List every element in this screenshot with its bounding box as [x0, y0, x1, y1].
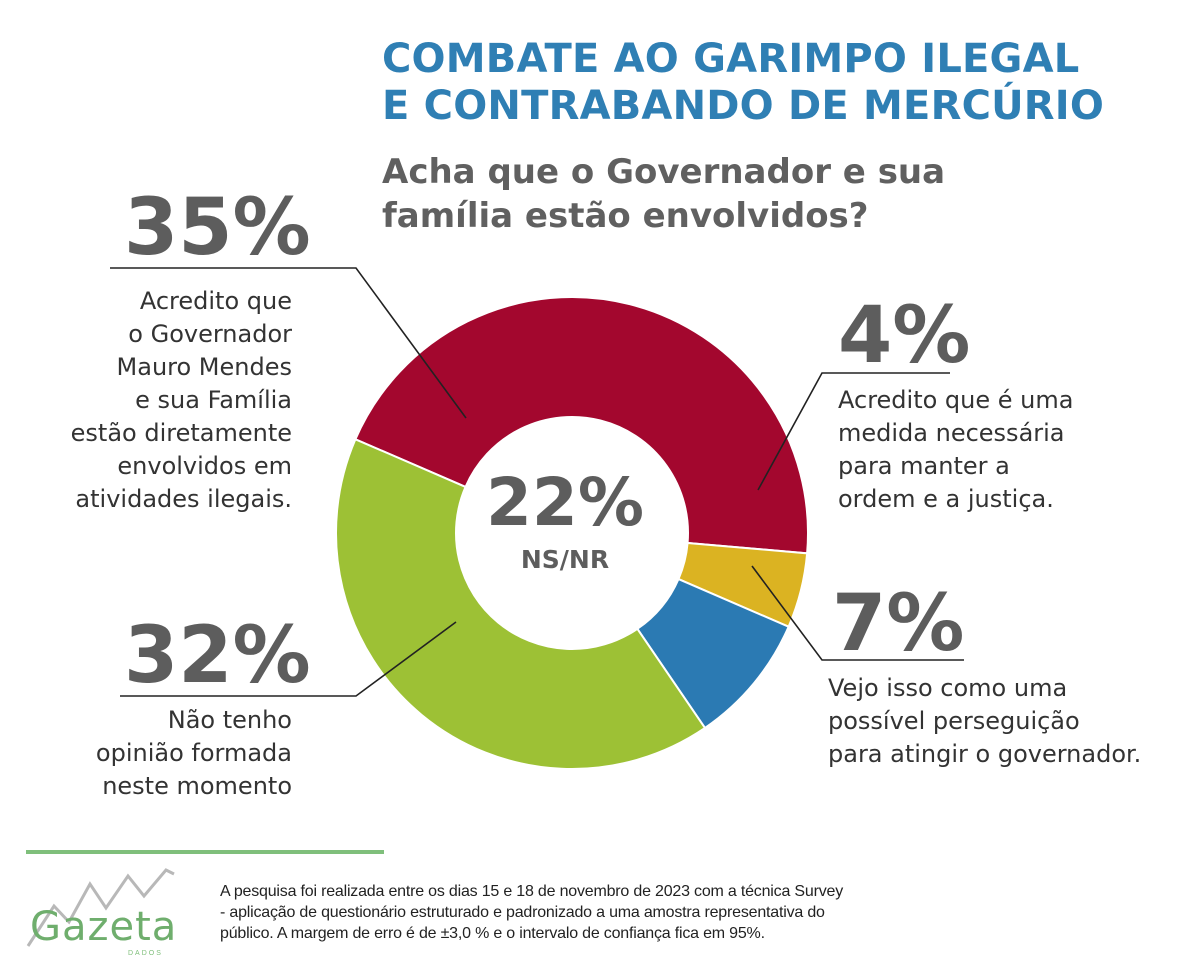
- desc-line: estão diretamente: [70, 419, 292, 447]
- center-percent: 22%: [486, 464, 644, 541]
- desc-line: atividades ilegais.: [75, 485, 292, 513]
- label-32-percent: 32%: [124, 611, 311, 701]
- label-4-percent: 4%: [838, 291, 971, 381]
- leader-line-4: [757, 372, 950, 491]
- chart-question: Acha que o Governador e sua família estã…: [382, 150, 1082, 238]
- desc-line: envolvidos em: [117, 452, 292, 480]
- title-line-1: COMBATE AO GARIMPO ILEGAL: [382, 36, 1080, 82]
- gazeta-mountain-icon: [26, 868, 175, 947]
- desc-line: medida necessária: [838, 419, 1065, 447]
- desc-line: e sua Família: [135, 386, 292, 414]
- desc-line: neste momento: [102, 772, 292, 800]
- desc-line: ordem e a justiça.: [838, 485, 1054, 513]
- desc-line: Mauro Mendes: [116, 353, 292, 381]
- desc-line: Acredito que é uma: [838, 386, 1074, 414]
- label-7-description: Vejo isso como uma possível perseguição …: [828, 672, 1188, 771]
- label-7-percent: 7%: [832, 579, 965, 669]
- desc-line: Acredito que: [139, 287, 292, 315]
- desc-line: opinião formada: [95, 739, 292, 767]
- desc-line: para atingir o governador.: [828, 740, 1142, 768]
- survey-footnote: A pesquisa foi realizada entre os dias 1…: [220, 883, 843, 942]
- desc-line: para manter a: [838, 452, 1010, 480]
- gazeta-logo: Gazeta: [30, 904, 178, 950]
- gazeta-logo-sub: DADOS: [128, 950, 163, 957]
- label-35-percent: 35%: [124, 183, 311, 273]
- label-32-description: Não tenho opinião formada neste momento: [20, 704, 292, 803]
- label-4-description: Acredito que é uma medida necessária par…: [838, 384, 1138, 516]
- footer-divider: [26, 850, 384, 854]
- desc-line: possível perseguição: [828, 707, 1080, 735]
- desc-line: o Governador: [128, 320, 292, 348]
- title-line-2: E CONTRABANDO DE MERCÚRIO: [382, 83, 1105, 129]
- desc-line: Não tenho: [167, 706, 292, 734]
- chart-title: COMBATE AO GARIMPO ILEGAL E CONTRABANDO …: [382, 36, 1104, 130]
- slice-35-involved: [354, 296, 809, 555]
- desc-line: Vejo isso como uma: [828, 674, 1068, 702]
- question-line-1: Acha que o Governador e sua: [382, 152, 946, 192]
- leader-line-35: [110, 267, 467, 419]
- leader-line-32: [120, 621, 457, 697]
- leader-line-7: [751, 565, 964, 661]
- question-line-2: família estão envolvidos?: [382, 196, 869, 236]
- slice-32-no-opinion: [335, 437, 707, 770]
- center-label: NS/NR: [520, 545, 610, 574]
- label-35-description: Acredito que o Governador Mauro Mendes e…: [20, 285, 292, 516]
